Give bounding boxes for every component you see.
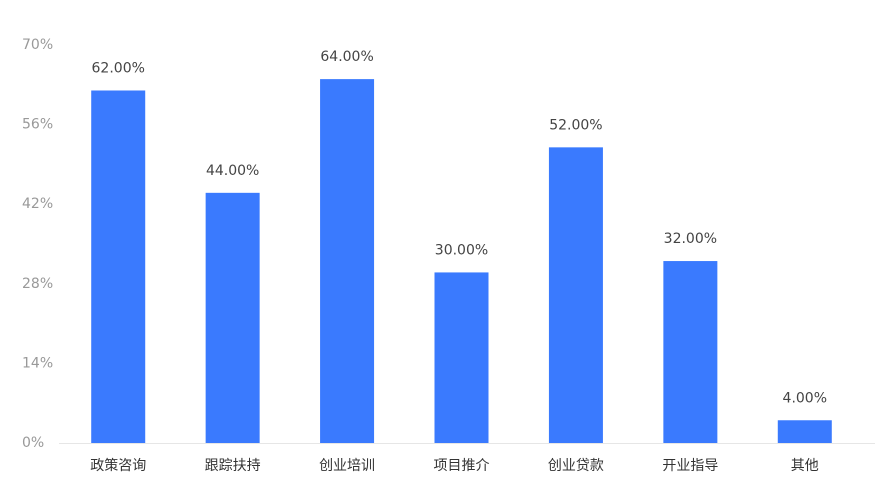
y-tick-label: 70%: [22, 37, 53, 53]
bar: [320, 79, 375, 443]
x-tick-label: 项目推介: [434, 458, 490, 474]
x-tick-label: 创业贷款: [548, 458, 604, 474]
x-tick-label: 创业培训: [319, 458, 375, 474]
bar: [777, 420, 832, 443]
bar: [205, 192, 260, 443]
x-tick-label: 开业指导: [662, 458, 718, 474]
bar: [548, 147, 603, 444]
value-label: 4.00%: [783, 390, 827, 406]
y-tick-label: 56%: [22, 117, 53, 133]
value-label: 62.00%: [92, 60, 145, 76]
value-label: 44.00%: [206, 163, 259, 179]
y-tick-label: 0%: [22, 435, 44, 451]
y-tick-label: 28%: [22, 276, 53, 292]
bar: [91, 90, 146, 443]
bar: [663, 261, 718, 443]
x-tick-label: 政策咨询: [90, 457, 146, 474]
value-label: 30.00%: [435, 242, 488, 258]
x-tick-label: 其他: [791, 458, 819, 474]
x-tick-label: 跟踪扶持: [205, 458, 261, 474]
value-label: 32.00%: [664, 231, 717, 247]
y-tick-label: 42%: [22, 196, 53, 212]
bar: [434, 272, 489, 443]
value-label: 52.00%: [549, 117, 602, 133]
value-label: 64.00%: [320, 49, 373, 65]
y-tick-label: 14%: [22, 355, 53, 371]
